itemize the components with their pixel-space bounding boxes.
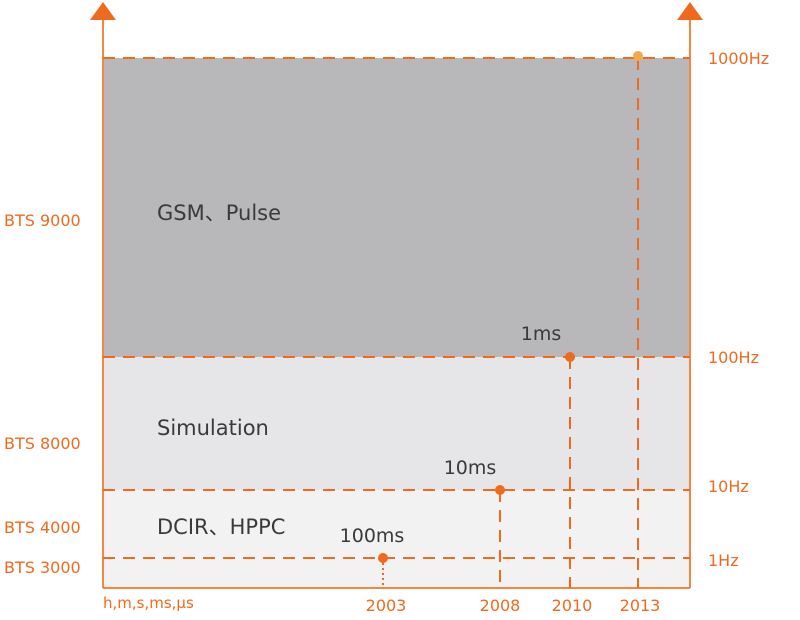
band-label: DCIR、HPPC [157, 515, 285, 539]
x-label: 2010 [552, 596, 593, 615]
band-low [103, 490, 690, 588]
right-label: 10Hz [708, 477, 749, 496]
right-label: 100Hz [708, 348, 759, 367]
band-label: Simulation [157, 416, 269, 440]
point [378, 553, 388, 563]
right-label: 1000Hz [708, 49, 769, 68]
x-axis-label: h,m,s,ms,μs [103, 594, 194, 612]
left-label: BTS 8000 [4, 434, 81, 453]
left-arrow [90, 2, 116, 20]
right-arrow [677, 2, 703, 20]
point [495, 485, 505, 495]
marker-label: 100ms [340, 525, 405, 547]
left-label: BTS 4000 [4, 518, 81, 537]
right-label: 1Hz [708, 551, 739, 570]
left-label: BTS 3000 [4, 558, 81, 577]
marker-label: 1ms [521, 323, 562, 345]
band-high [103, 58, 690, 357]
band-label: GSM、Pulse [157, 201, 281, 225]
point [633, 51, 643, 61]
x-label: 2003 [366, 596, 407, 615]
point [565, 352, 575, 362]
marker-label: 10ms [444, 457, 497, 479]
x-label: 2008 [480, 596, 521, 615]
left-label: BTS 9000 [4, 211, 81, 230]
x-label: 2013 [620, 596, 661, 615]
band-mid [103, 357, 690, 490]
